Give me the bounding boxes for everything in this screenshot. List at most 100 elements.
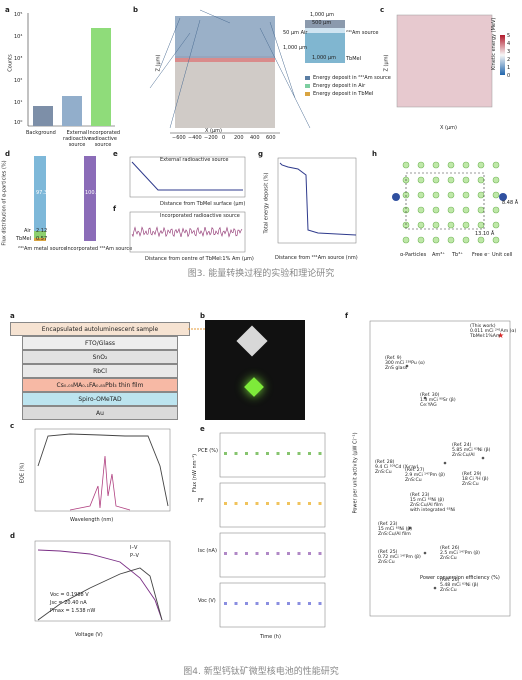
box-tb: TbMeI: [346, 56, 362, 62]
stability-point: [297, 452, 301, 455]
legend-item: Free e⁻: [472, 252, 490, 258]
stability-point: [224, 552, 227, 555]
arrow-icon: [188, 328, 206, 330]
bar-incorporated: [91, 28, 111, 126]
panel-g-ylabel: Total energy deposit (%): [263, 172, 270, 234]
panel-c-letter: c: [10, 422, 15, 430]
stability-point: [266, 602, 269, 605]
point-label: (Ref. 26) 2.5 mCi ¹⁴⁷Pm (β) ZnS:Cu: [440, 546, 480, 561]
point-label: (This work) 0.011 mCi ²⁴¹Am (α) TbMeI:1%…: [470, 324, 517, 339]
jsc-value: Jsc = 20.40 nA: [50, 600, 87, 606]
panel-f-letter: f: [113, 205, 117, 213]
legend-item: Tb³⁺: [452, 252, 463, 258]
panel-b-letter: b: [133, 6, 139, 14]
xtick: −600: [172, 135, 186, 141]
bar-label: Incorporated ²⁴¹Am source: [66, 246, 133, 252]
box-dim: 1,000 μm: [310, 12, 334, 18]
panel-ef-charts: [129, 156, 246, 253]
stability-point: [245, 552, 248, 555]
stability-point: [308, 552, 311, 555]
box-dim: 1,000 μm: [312, 55, 336, 61]
panel-b-xlabel: X (μm): [205, 128, 222, 134]
stability-point: [224, 452, 227, 455]
stability-point: [245, 602, 248, 605]
stability-point: [276, 602, 280, 605]
layer-sample: Encapsulated autoluminescent sample: [10, 322, 190, 336]
panel-c-ylabel-left: EQE (%): [19, 462, 26, 484]
panel-c-ylabel: Z (μm): [383, 54, 390, 72]
panel-g-chart: [277, 157, 357, 244]
panel-e-letter: e: [200, 425, 205, 433]
panel-c-xlabel: Wavelength (nm): [70, 517, 114, 523]
point-label: (Ref. 9) 300 mCi ²³⁸Pu (α) ZnS glass: [385, 356, 425, 371]
stability-row-frame: [219, 432, 326, 478]
stability-point: [318, 602, 322, 605]
box-source: ²⁴¹Am source: [346, 30, 379, 36]
xtick: 200: [234, 135, 244, 141]
stability-point: [276, 502, 280, 505]
xtick: 400: [250, 135, 260, 141]
device-stack: Encapsulated autoluminescent sample FTO/…: [10, 322, 190, 420]
stability-point: [234, 452, 238, 455]
ytick: 10³: [14, 56, 23, 62]
panel-a-ylabel: Counts: [7, 54, 14, 72]
point-label: (Ref. 27) 2.9 mCi ¹⁴⁷Pm (β) ZnS:Cu: [405, 468, 445, 483]
stability-point: [234, 552, 238, 555]
panel-a-letter: a: [10, 312, 15, 320]
stability-point: [276, 552, 280, 555]
point-label: (Ref. 24) 5.85 mCi ⁶³Ni (β) ZnS:Cu/Al: [452, 443, 491, 458]
ytick: 10⁴: [14, 34, 23, 40]
legend-item: I–V: [130, 545, 138, 551]
bar-label: ²⁴¹Am metal source: [18, 246, 67, 252]
pmax-value: Pmax = 1.538 nW: [50, 608, 96, 614]
stability-point: [287, 452, 290, 455]
panel-f-xlabel: Distance from centre of TbMeI:1% Am (μm): [145, 256, 254, 262]
box-dim: 500 μm: [312, 20, 332, 26]
svg-text:★: ★: [497, 331, 504, 340]
sample-photo: [205, 320, 305, 420]
stability-point: [308, 502, 311, 505]
stability-point: [318, 452, 322, 455]
category-label: Background: [26, 130, 56, 136]
category-label: Incorporated radioactive source: [88, 130, 121, 148]
panel-e-xlabel: Time (h): [260, 634, 281, 640]
panel-d-letter: d: [5, 150, 11, 158]
stability-point: [297, 602, 301, 605]
layer-perovskite: Cs₀.₀₅MA₀.₁FA₀.₈₅PbI₃ thin film: [22, 378, 178, 392]
panel-d-chart: [34, 540, 171, 622]
dim-label: 13.10 Å: [475, 231, 495, 237]
seg-value: 2.12: [36, 228, 48, 234]
stability-point: [276, 452, 280, 455]
panel-c-cbar-label: Kinetic energy (MeV): [491, 17, 497, 70]
figure-4-caption: 图4. 新型钙钛矿微型核电池的性能研究: [183, 667, 339, 677]
panel-g-letter: g: [258, 150, 264, 158]
cbar-tick: 5: [507, 33, 511, 39]
panel-d-bar-1: [34, 156, 46, 241]
bar-external: [62, 96, 82, 126]
layer-spiro: Spiro-OMeTAD: [22, 392, 178, 406]
panel-e-letter: e: [113, 150, 118, 158]
dim-label: 8.48 Å: [502, 200, 519, 206]
legend-item: Energy deposit in TbMeI: [313, 91, 374, 97]
point-label: (Ref. 28) 9.4 Ci ¹⁰⁹Cd (X-ray) ZnS:Cu: [375, 460, 419, 475]
stability-point: [318, 502, 322, 505]
stability-point: [234, 502, 238, 505]
stability-row-frame: [219, 582, 326, 628]
panel-f-ylabel: Power per unit activity (μW Ci⁻¹): [352, 432, 359, 514]
layer-fto: FTO/Glass: [22, 336, 178, 350]
cbar-tick: 2: [507, 57, 511, 63]
panel-c-trajectory: [396, 14, 505, 108]
panel-d-letter: d: [10, 532, 16, 540]
bar-background: [33, 106, 53, 126]
layer-rbcl: RbCl: [22, 364, 178, 378]
panel-e-title: External radioactive source: [160, 157, 229, 163]
panel-d-bar-2: [84, 156, 96, 241]
legend-item: α-Particles: [400, 252, 427, 258]
stability-point: [308, 452, 311, 455]
panel-g-xlabel: Distance from ²⁴¹Am source (nm): [275, 255, 358, 261]
category-label: External radioactive source: [63, 130, 91, 148]
stability-point: [318, 552, 322, 555]
panel-b-letter: b: [200, 312, 206, 320]
seg-name: Air: [24, 228, 31, 234]
stability-point: [266, 552, 269, 555]
